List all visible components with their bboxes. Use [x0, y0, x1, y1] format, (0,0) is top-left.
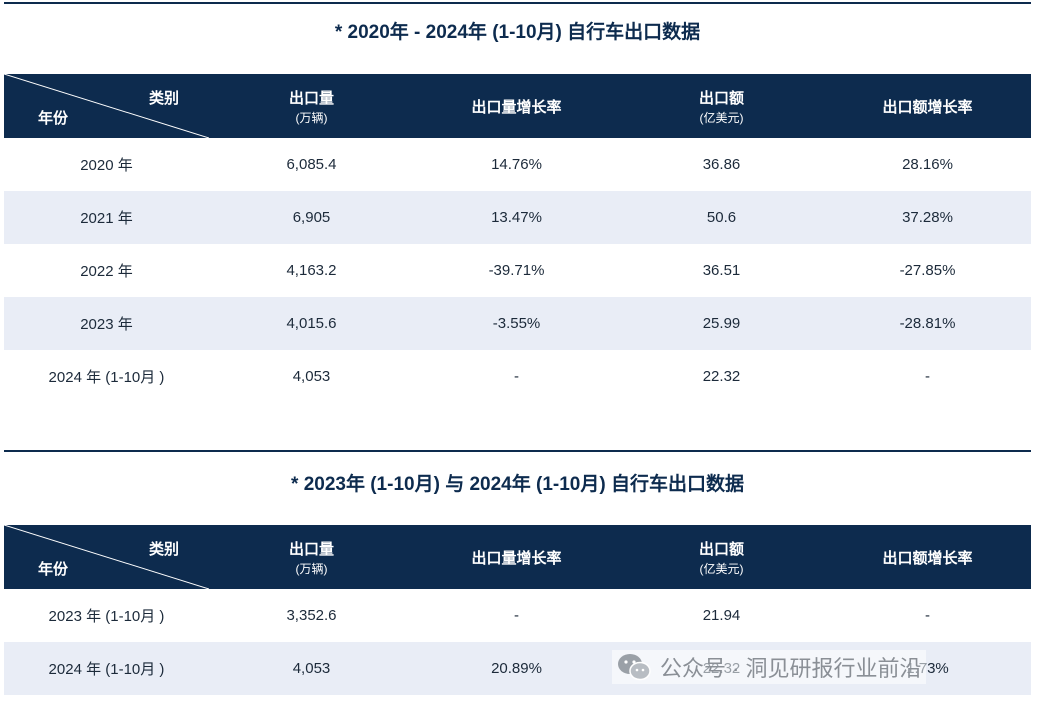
year-cell: 2023 年 (1-10月 ) [48, 608, 165, 625]
volume-cell: 4,053 [209, 642, 414, 695]
col-export-amount: 出口额 (亿美元) [619, 525, 824, 589]
top-rule-2 [4, 450, 1031, 452]
table-row: 2021 年 6,905 13.47% 50.6 37.28% [4, 191, 1031, 244]
export-table-2020-2024: 类别 年份 出口量 (万辆) 出口量增长率 出口额 (亿美元) 出口额增长率 202… [4, 74, 1031, 403]
table-row: 2024 年 (1-10月 ) 4,053 - 22.32 - [4, 350, 1031, 403]
table-row: 2023 年 (1-10月 ) 3,352.6 - 21.94 - [4, 589, 1031, 642]
amount-growth-cell: 28.16% [902, 156, 953, 173]
watermark-text: 公众号 · 洞见研报行业前沿 [660, 656, 922, 681]
volume-growth-cell: -39.71% [488, 262, 545, 279]
amount-growth-cell: -28.81% [824, 297, 1031, 350]
table1-corner-header: 类别 年份 [4, 74, 209, 138]
diagonal-line [4, 74, 209, 138]
year-cell: 2021 年 [4, 191, 209, 244]
volume-growth-cell: 14.76% [491, 156, 542, 173]
amount-cell: 25.99 [619, 297, 824, 350]
table-row: 2020 年 6,085.4 14.76% 36.86 28.16% [4, 138, 1031, 191]
table-row: 2022 年 4,163.2 -39.71% 36.51 -27.85% [4, 244, 1031, 297]
amount-cell: 36.51 [702, 262, 741, 279]
table-row: 2023 年 4,015.6 -3.55% 25.99 -28.81% [4, 297, 1031, 350]
col-export-amount: 出口额 (亿美元) [619, 74, 824, 138]
volume-cell: 4,163.2 [286, 262, 337, 279]
volume-growth-cell: 20.89% [414, 642, 619, 695]
volume-growth-cell: -3.55% [414, 297, 619, 350]
volume-cell: 6,085.4 [286, 156, 337, 173]
year-cell: 2023 年 [4, 297, 209, 350]
volume-cell: 4,015.6 [209, 297, 414, 350]
top-rule-1 [4, 2, 1031, 4]
col-export-volume: 出口量 (万辆) [209, 74, 414, 138]
col-amount-growth: 出口额增长率 [824, 525, 1031, 589]
table2-title: * 2023年 (1-10月) 与 2024年 (1-10月) 自行车出口数据 [291, 474, 744, 495]
table2-header-row: 类别 年份 出口量 (万辆) 出口量增长率 出口额 (亿美元) 出口额增长率 [4, 525, 1031, 589]
year-cell: 2020 年 [80, 157, 133, 174]
amount-growth-cell: - [925, 368, 930, 385]
amount-growth-cell: 37.28% [824, 191, 1031, 244]
year-cell: 2024 年 (1-10月 ) [4, 642, 209, 695]
wechat-icon [618, 654, 651, 681]
year-label: 年份 [38, 561, 69, 578]
col-export-volume: 出口量 (万辆) [209, 525, 414, 589]
year-cell: 2022 年 [80, 263, 133, 280]
volume-cell: 4,053 [292, 368, 331, 385]
table1-header-row: 类别 年份 出口量 (万辆) 出口量增长率 出口额 (亿美元) 出口额增长率 [4, 74, 1031, 138]
amount-cell: 36.86 [702, 156, 741, 173]
col-volume-growth: 出口量增长率 [414, 525, 619, 589]
year-label: 年份 [38, 110, 69, 127]
diagonal-line [4, 525, 209, 589]
amount-cell: 21.94 [702, 607, 741, 624]
wechat-watermark: 公众号 · 洞见研报行业前沿 [612, 650, 926, 684]
year-cell: 2024 年 (1-10月 ) [48, 369, 165, 386]
volume-growth-cell: - [514, 368, 519, 385]
volume-growth-cell: 13.47% [414, 191, 619, 244]
volume-cell: 6,905 [209, 191, 414, 244]
col-volume-growth: 出口量增长率 [414, 74, 619, 138]
table1-title: * 2020年 - 2024年 (1-10月) 自行车出口数据 [334, 22, 701, 43]
volume-cell: 3,352.6 [286, 607, 337, 624]
amount-cell: 22.32 [702, 368, 741, 385]
category-label: 类别 [148, 90, 179, 107]
table2-corner-header: 类别 年份 [4, 525, 209, 589]
col-amount-growth: 出口额增长率 [824, 74, 1031, 138]
amount-growth-cell: -27.85% [899, 262, 956, 279]
volume-growth-cell: - [514, 607, 519, 624]
amount-growth-cell: - [925, 607, 930, 624]
category-label: 类别 [148, 541, 179, 558]
amount-cell: 50.6 [619, 191, 824, 244]
